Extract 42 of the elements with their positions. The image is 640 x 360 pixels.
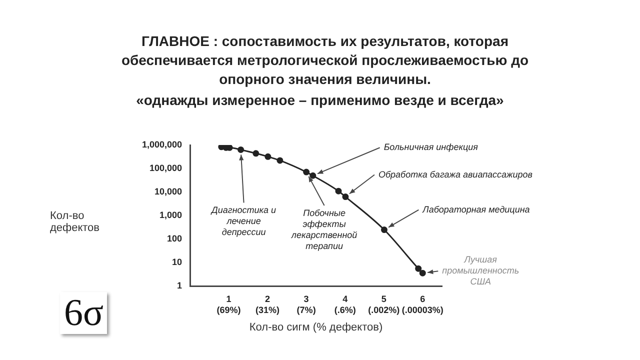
- point: [419, 270, 426, 276]
- point: [342, 194, 349, 200]
- y-tick-label: 100: [166, 234, 182, 244]
- annotation: Обработка багажа авиапассажиров: [378, 169, 533, 180]
- text: (.002%): [368, 305, 400, 316]
- point: [380, 226, 388, 234]
- x-tick-label: 1: [226, 294, 232, 304]
- y-axis-title: Кол-во дефектов: [50, 210, 101, 234]
- annotation: Побочные эффекты лекарственной терапии: [290, 208, 358, 252]
- text: (31%): [256, 305, 280, 316]
- x-tick-label: 3: [304, 294, 309, 304]
- chart-title: ГЛАВНОЕ : сопоставимость их результатов, которая обеспечивается метрологической прослеживаемостью до опорного значения величины.: [120, 32, 530, 89]
- point: [218, 145, 225, 150]
- y-tick-label: 1,000: [159, 210, 182, 220]
- y-tick-label: 100,000: [149, 163, 182, 174]
- x-tick-label: 5: [381, 294, 386, 304]
- x-tick-label: 6: [420, 294, 426, 304]
- point: [415, 265, 422, 272]
- point: [303, 168, 310, 176]
- y-tick-label: 10,000: [154, 186, 182, 197]
- text: (69%): [216, 305, 241, 316]
- point: [335, 188, 342, 194]
- text: 6σ: [60, 292, 108, 334]
- annotation: Лабораторная медицина: [422, 204, 530, 214]
- x-tick-label: 2: [265, 294, 270, 304]
- y-tick-label: 1,000,000: [142, 139, 182, 150]
- text: (.00003%): [402, 305, 444, 316]
- point: [238, 146, 244, 153]
- point: [252, 150, 260, 157]
- chart-subtitle: «однажды измеренное – применимо везде и всегда»: [135, 92, 505, 108]
- annotation: Диагностика и лечение депрессии: [210, 205, 276, 238]
- text: (7%): [296, 305, 316, 316]
- point: [276, 157, 284, 164]
- point: [310, 172, 316, 179]
- x-tick-label: 4: [342, 294, 348, 304]
- annotation: Лучшая промышленность США: [442, 254, 520, 287]
- point: [264, 153, 272, 160]
- y-tick-label: 1: [176, 280, 182, 291]
- text: (.6%): [334, 305, 356, 316]
- x-axis-title: Кол-во сигм (% дефектов): [249, 321, 383, 334]
- y-tick-label: 10: [172, 257, 182, 268]
- annotation: Больничная инфекция: [384, 142, 478, 152]
